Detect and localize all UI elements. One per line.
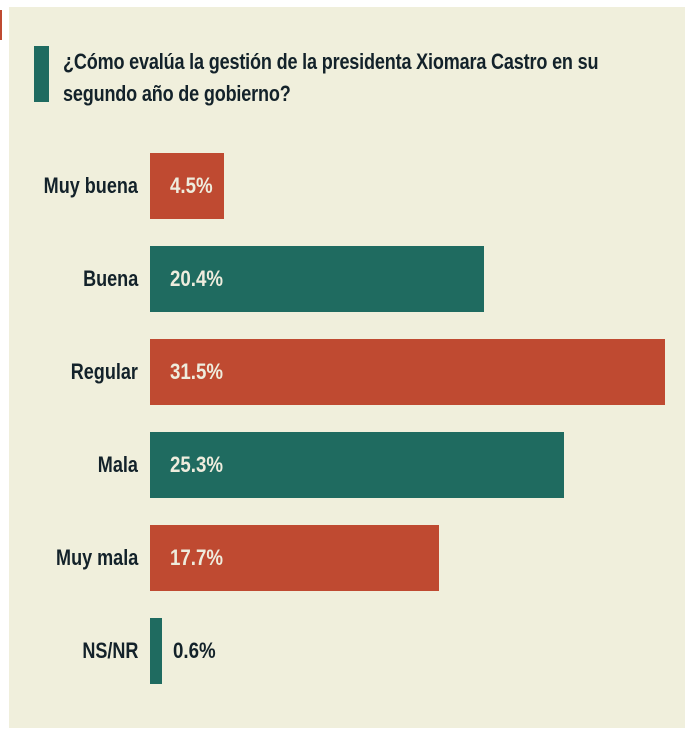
category-label: Buena [82, 266, 138, 291]
value-label: 4.5% [170, 173, 213, 198]
chart-row: Muy buena 4.5% [9, 153, 685, 219]
bar-area: 31.5% [150, 339, 685, 405]
value-label: 17.7% [170, 545, 224, 570]
bar: 25.3% [150, 432, 564, 498]
bar-area: 25.3% [150, 432, 685, 498]
bar: 20.4% [150, 246, 484, 312]
chart-title-block: ¿Cómo evalúa la gestión de la presidenta… [34, 46, 685, 110]
chart-row: Muy mala 17.7% [9, 525, 685, 591]
chart-row: Regular 31.5% [9, 339, 685, 405]
chart-row: Mala 25.3% [9, 432, 685, 498]
category-label: Muy mala [55, 545, 138, 570]
chart-row: NS/NR 0.6% [9, 618, 685, 684]
category-label: Mala [97, 452, 138, 477]
value-label: 25.3% [170, 452, 224, 477]
bar: 31.5% [150, 339, 666, 405]
bar-area: 20.4% [150, 246, 685, 312]
bar [150, 618, 162, 684]
value-label: 0.6% [173, 638, 216, 663]
bar-chart: Muy buena 4.5% Buena 20.4% Regular 31.5% Mala 2… [9, 153, 685, 684]
bar: 4.5% [150, 153, 224, 219]
title-marker-bar [34, 46, 49, 102]
bar-area: 17.7% [150, 525, 685, 591]
bar: 17.7% [150, 525, 440, 591]
chart-row: Buena 20.4% [9, 246, 685, 312]
chart-title-line-2: segundo año de gobierno? [63, 81, 291, 106]
value-label: 20.4% [170, 266, 224, 291]
chart-title-line-1: ¿Cómo evalúa la gestión de la presidenta… [63, 49, 599, 74]
bar-area: 4.5% [150, 153, 685, 219]
category-label: NS/NR [81, 638, 138, 663]
chart-title: ¿Cómo evalúa la gestión de la presidenta… [63, 46, 696, 110]
category-label: Muy buena [43, 173, 138, 198]
value-label: 31.5% [170, 359, 224, 384]
category-label: Regular [70, 359, 138, 384]
bar-area: 0.6% [150, 618, 685, 684]
chart-card: ¿Cómo evalúa la gestión de la presidenta… [9, 7, 685, 728]
left-edge-red-mark [0, 10, 2, 40]
